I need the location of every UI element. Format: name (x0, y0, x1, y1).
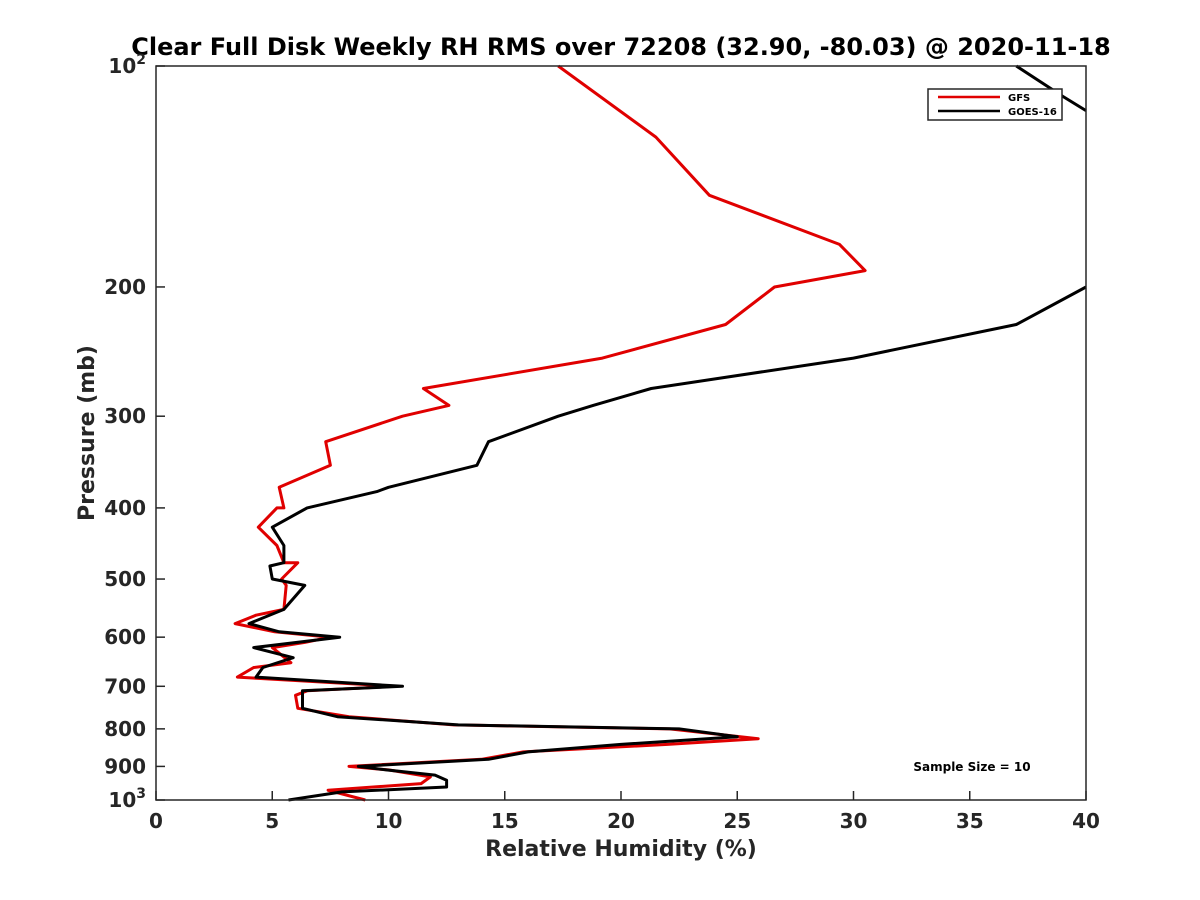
legend: GFS GOES-16 (927, 88, 1063, 121)
y-tick-label: 700 (104, 674, 146, 698)
y-tick-label: 300 (104, 404, 146, 428)
chart-title: Clear Full Disk Weekly RH RMS over 72208… (131, 33, 1111, 61)
y-tick-label: 500 (104, 567, 146, 591)
sample-size-annotation: Sample Size = 10 (913, 760, 1030, 774)
x-tick-label: 40 (1072, 809, 1100, 833)
x-tick-label: 15 (491, 809, 519, 833)
plot-frame (155, 65, 1087, 801)
axis-ticks: 0 5 10 15 20 25 30 35 40 102 200 300 400 500 600 700 800… (104, 52, 1100, 833)
x-tick-label: 20 (607, 809, 635, 833)
y-tick-label: 400 (104, 496, 146, 520)
data-lines (233, 64, 1087, 802)
series-line-goes16 (247, 64, 1087, 802)
x-tick-label: 0 (149, 809, 163, 833)
x-tick-label: 25 (723, 809, 751, 833)
x-tick-label: 10 (375, 809, 403, 833)
y-tick-label: 103 (108, 786, 146, 812)
legend-box (927, 88, 1063, 121)
x-tick-label: 5 (265, 809, 279, 833)
legend-label-goes16: GOES-16 (1008, 107, 1057, 118)
y-tick-label: 900 (104, 754, 146, 778)
y-tick-label: 200 (104, 275, 146, 299)
y-tick-label: 102 (108, 52, 146, 78)
x-tick-label: 30 (840, 809, 868, 833)
y-axis-label: Pressure (mb) (75, 345, 100, 521)
x-axis-label: Relative Humidity (%) (485, 837, 757, 862)
y-tick-label: 600 (104, 625, 146, 649)
x-tick-label: 35 (956, 809, 984, 833)
legend-label-gfs: GFS (1008, 93, 1030, 104)
series-line-gfs (233, 64, 867, 802)
y-tick-label: 800 (104, 717, 146, 741)
